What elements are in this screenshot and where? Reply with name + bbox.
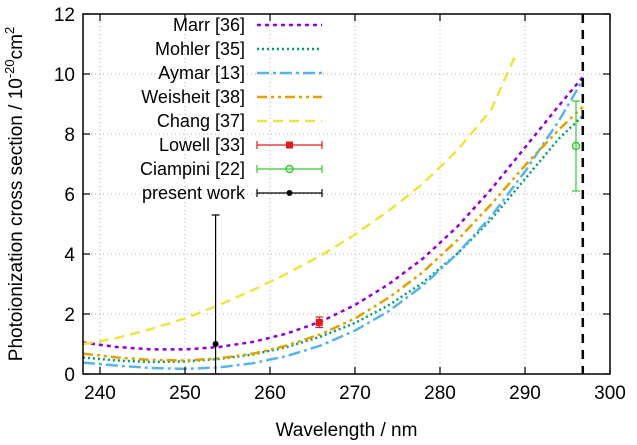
x-tick-label: 260 [254,383,286,404]
y-axis-label-exponent: -20 [2,59,17,78]
x-axis-label: Wavelength / nm [276,420,418,441]
legend-label: Mohler [35] [155,39,245,59]
series-line [82,79,584,371]
x-tick-label: 250 [169,383,201,404]
grid [83,14,610,374]
y-axis-label: Photoionization cross section / 10-20cm2 [2,27,27,361]
y-axis-label-unit-exponent: 2 [2,27,17,34]
x-tick-label: 270 [339,383,371,404]
y-tick-label: 2 [64,305,75,326]
series-line [82,106,584,362]
series-line [82,115,584,364]
error-bars [211,100,581,375]
legend-label: Weisheit [38] [141,87,245,107]
x-tick-label: 300 [594,383,626,404]
series-line [82,52,518,346]
y-tick-label: 8 [64,125,75,146]
legend-label: present work [142,183,246,203]
data-point [286,190,293,196]
legend-label: Chang [37] [157,111,245,131]
data-point [286,141,293,149]
data-point [571,141,581,151]
data-point [212,341,219,347]
legend: Marr [36] Mohler [35] Aymar [13] Weisheit [… [140,15,323,203]
y-tick-label: 0 [64,365,75,386]
y-tick-label: 6 [64,185,75,206]
ticks: 240 250 260 270 280 290 300 0 2 4 6 8 10 12 [54,5,626,404]
data-point [315,318,323,326]
x-tick-label: 290 [509,383,541,404]
legend-label: Marr [36] [173,15,245,35]
legend-label: Lowell [33] [159,135,245,155]
curves [82,52,584,371]
y-tick-label: 4 [64,245,75,266]
y-tick-label: 10 [54,65,75,86]
legend-label: Ciampini [22] [140,159,245,179]
y-axis-label-unit: cm [6,34,27,59]
x-tick-label: 240 [84,383,116,404]
x-tick-label: 280 [424,383,456,404]
y-tick-label: 12 [54,5,75,26]
y-axis-label-main: Photoionization cross section / 10 [6,78,27,361]
legend-label: Aymar [13] [158,63,245,83]
data-point [285,164,294,174]
